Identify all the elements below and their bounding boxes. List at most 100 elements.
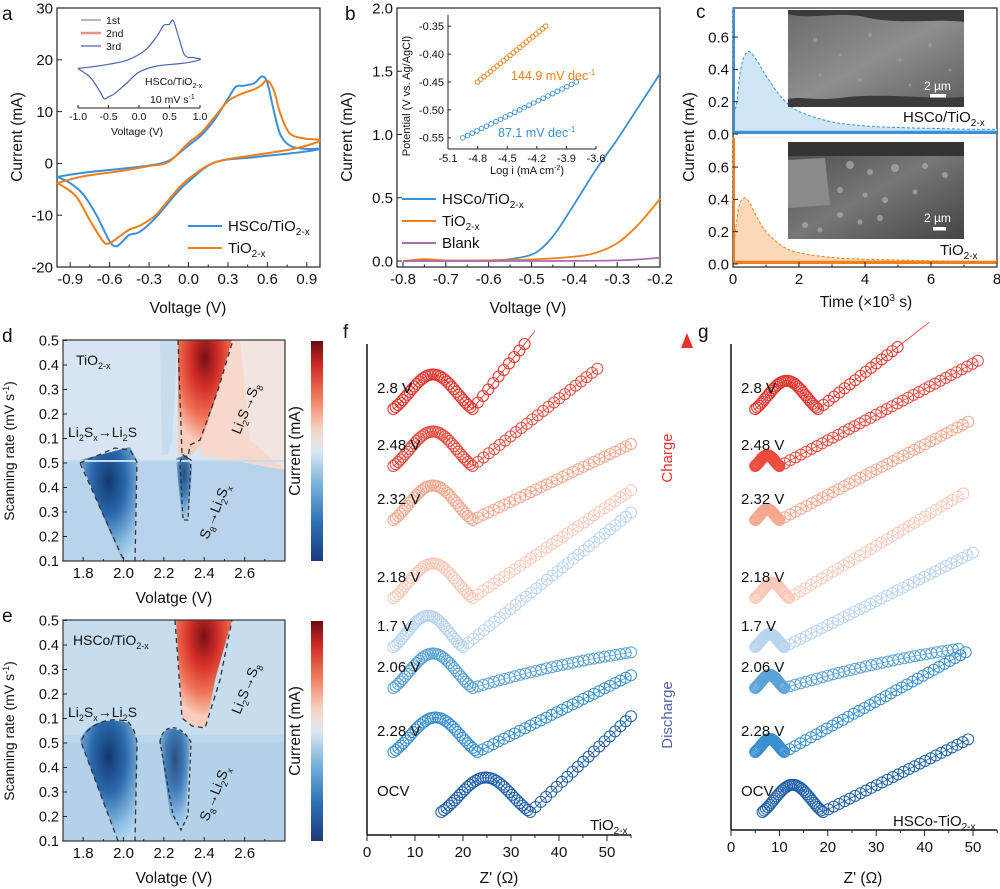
- nyquist-point: [821, 619, 834, 632]
- x-tick-label: 1.8: [73, 565, 94, 582]
- tafel-point: [535, 97, 542, 104]
- nyquist-point: [870, 463, 883, 476]
- series-label: 2.32 V: [377, 491, 420, 508]
- y-tick-label: 0.1: [39, 712, 59, 728]
- nyquist-point: [556, 703, 569, 716]
- nyquist-point: [566, 698, 579, 711]
- nyquist-point: [880, 589, 893, 602]
- tafel-slope-tio2: 144.9 mV dec-1: [511, 68, 596, 83]
- nyquist-point: [810, 672, 823, 685]
- nyquist-point: [897, 449, 910, 462]
- nyquist-point: [446, 630, 459, 643]
- tafel-point: [520, 42, 526, 48]
- nyquist-series: 2.18 V: [377, 484, 637, 604]
- y-tick-label: 0.6: [708, 159, 729, 176]
- nyquist-point: [805, 674, 818, 687]
- nyquist-series: 2.48 V: [377, 362, 604, 472]
- nyquist-point: [389, 458, 402, 471]
- x-tick-label: -4.2: [527, 153, 546, 165]
- y-axis-label: Current (mA): [9, 92, 26, 182]
- x-tick-label: 8: [993, 271, 1000, 288]
- nyquist-point: [459, 585, 472, 598]
- nyquist-point: [886, 587, 899, 600]
- nyquist-point: [881, 773, 894, 786]
- series-label: 2.06 V: [377, 659, 420, 676]
- nyquist-point: [438, 430, 451, 443]
- x-axis-label: Z' (Ω): [844, 870, 883, 887]
- nyquist-series: 2.28 V: [377, 669, 637, 758]
- nyquist-point: [800, 500, 813, 512]
- nyquist-point: [771, 512, 784, 524]
- scale-bar: [933, 227, 946, 231]
- nyquist-point: [441, 432, 453, 445]
- nyquist-point: [769, 455, 782, 468]
- x-tick-label: -4.5: [498, 153, 517, 165]
- tafel-point: [491, 65, 497, 72]
- nyquist-point: [769, 510, 782, 523]
- nyquist-point: [530, 483, 542, 496]
- nyquist-point: [810, 440, 823, 453]
- y-tick-label: 0.2: [39, 810, 59, 826]
- nyquist-point: [961, 360, 974, 373]
- y-tick-label: 0.5: [39, 736, 59, 752]
- inset-y-label: Potential (V vs. Ag/AgCl): [401, 36, 413, 156]
- nyquist-point: [577, 460, 590, 473]
- nyquist-point: [524, 719, 537, 732]
- series-label: 1.7 V: [741, 618, 776, 635]
- y-tick-label: -10: [31, 207, 53, 224]
- x-tick-label: 10: [771, 839, 788, 856]
- nyquist-point: [441, 486, 453, 499]
- nyquist-point: [408, 569, 421, 582]
- tafel-point: [542, 23, 549, 29]
- panel-label-b: b: [345, 4, 356, 25]
- nyquist-point: [886, 771, 899, 783]
- nyquist-point: [934, 562, 947, 575]
- nyquist-point: [566, 465, 579, 478]
- y-tick-label: 0.6: [708, 29, 729, 46]
- x-tick-label: 2.6: [234, 845, 255, 862]
- tafel-point: [536, 28, 542, 35]
- nyquist-line: [393, 489, 632, 599]
- y-tick-label: 0.2: [708, 94, 729, 111]
- y-tick-label: 1.5: [372, 64, 393, 81]
- y-tick-label: 0.5: [39, 614, 59, 630]
- x-tick-label: 0: [729, 271, 737, 288]
- inset-x-label: Log i (mA cm-2): [490, 165, 564, 177]
- x-tick-label: 40: [916, 839, 933, 856]
- x-tick-label: 2.0: [113, 565, 134, 582]
- nyquist-point: [821, 669, 834, 682]
- y-axis-label: Scanning rate (mV s-1): [1, 661, 17, 801]
- nyquist-point: [860, 784, 872, 797]
- y-tick-label: 2.0: [372, 0, 393, 17]
- nyquist-point: [778, 641, 791, 653]
- nyquist-point: [959, 646, 972, 659]
- tafel-point: [507, 111, 513, 118]
- tafel-point: [483, 123, 490, 129]
- area-fill-1: [733, 138, 997, 264]
- y-tick-label: -0.40: [419, 49, 444, 61]
- nyquist-point: [827, 800, 840, 813]
- nyquist-series: 2.48 V: [741, 354, 984, 472]
- x-tick-label: -1.0: [69, 111, 87, 123]
- nyquist-point: [827, 668, 840, 681]
- nyquist-point: [864, 597, 877, 610]
- nyquist-point: [854, 787, 867, 800]
- nyquist-point: [777, 745, 790, 758]
- nyquist-point: [389, 401, 402, 414]
- y-tick-label: 20: [36, 52, 53, 69]
- nyquist-point: [391, 637, 404, 650]
- nyquist-point: [843, 608, 855, 621]
- nyquist-point: [457, 505, 470, 518]
- nyquist-point: [774, 678, 787, 691]
- nyquist-point: [459, 396, 472, 409]
- nyquist-series: 2.8 V: [741, 321, 930, 415]
- nyquist-point: [482, 506, 495, 519]
- nyquist-point: [493, 501, 505, 514]
- nyquist-point: [775, 638, 788, 651]
- nyquist-point: [780, 589, 793, 602]
- nyquist-point: [913, 441, 926, 454]
- nyquist-point: [598, 682, 611, 695]
- nyquist-point: [387, 460, 400, 472]
- nyquist-point: [903, 763, 915, 775]
- x-axis-label: Voltage (V): [490, 300, 567, 317]
